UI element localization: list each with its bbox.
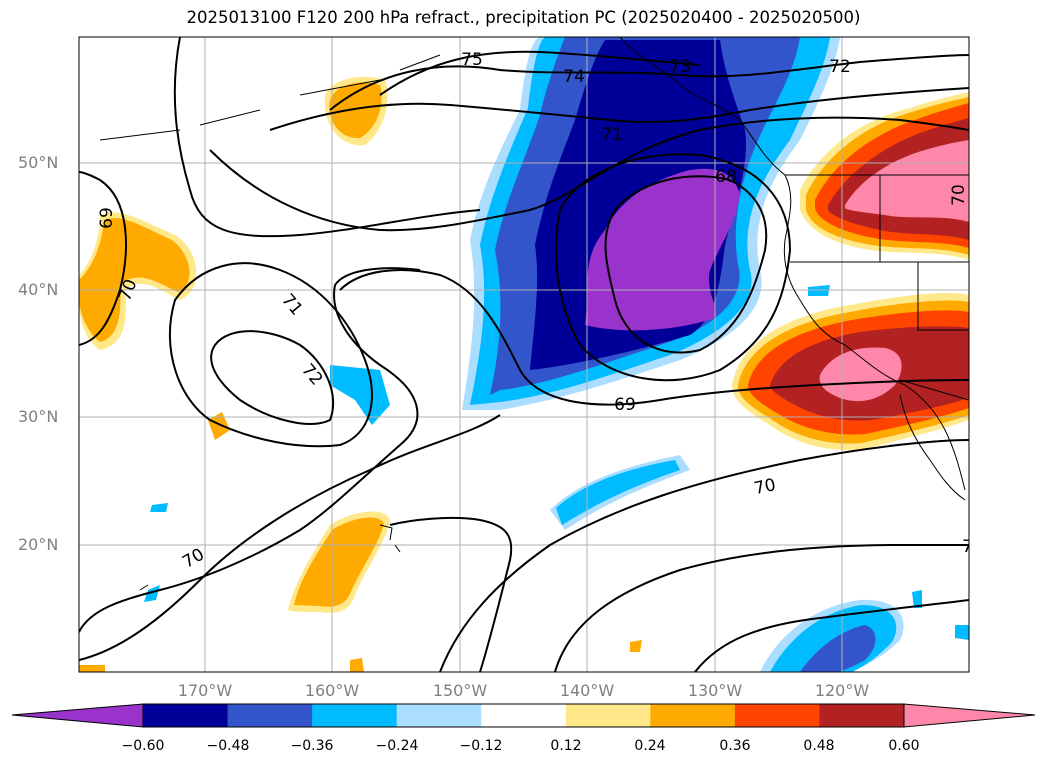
contour-label: 70 <box>949 184 969 206</box>
contour-label: 70 <box>752 475 777 499</box>
colorbar-tick-label: −0.24 <box>375 738 419 754</box>
contour-label: 68 <box>715 167 737 187</box>
lon-label-170w: 170°W <box>177 681 233 700</box>
lat-label-30n: 30°N <box>18 407 59 426</box>
map-title: 2025013100 F120 200 hPa refract., precip… <box>186 8 861 27</box>
contour-label: 74 <box>563 67 585 87</box>
colorbar-tick-label: −0.60 <box>121 738 165 754</box>
lon-label-130w: 130°W <box>687 681 743 700</box>
graticule <box>79 37 969 672</box>
colorbar-tick-label: −0.12 <box>459 738 503 754</box>
contour-label: 73 <box>669 57 691 77</box>
contour-label: 71 <box>962 537 984 557</box>
colorbar-segment <box>819 704 905 727</box>
contour-label: 69 <box>97 207 117 229</box>
colorbar-extension-high <box>904 704 1035 727</box>
lat-label-50n: 50°N <box>18 153 59 172</box>
colorbar-tick-label: −0.36 <box>290 738 334 754</box>
lon-label-160w: 160°W <box>304 681 360 700</box>
lon-label-120w: 120°W <box>814 681 870 700</box>
colorbar-segment <box>734 704 820 727</box>
colorbar-segment <box>565 704 651 727</box>
lat-label-40n: 40°N <box>18 280 59 299</box>
colorbar-tick-label: 0.24 <box>634 738 666 754</box>
colorbar-tick-label: 0.48 <box>803 738 835 754</box>
contour-label: 75 <box>461 50 483 70</box>
refractivity-contours <box>79 37 969 672</box>
lon-label-140w: 140°W <box>559 681 615 700</box>
colorbar-tick-label: 0.36 <box>719 738 751 754</box>
colorbar-tick-label: 0.12 <box>550 738 582 754</box>
colorbar-segment <box>312 704 398 727</box>
colorbar-segment <box>396 704 482 727</box>
colorbar-segment <box>481 704 567 727</box>
contour-label: 71 <box>601 125 623 145</box>
lon-label-150w: 150°W <box>432 681 488 700</box>
colorbar-segment <box>143 704 229 727</box>
colorbar-tick-label: 0.60 <box>888 738 920 754</box>
contour-label: 69 <box>614 395 636 415</box>
colorbar-segment <box>650 704 736 727</box>
contour-label: 72 <box>829 57 851 77</box>
coastlines <box>99 37 969 591</box>
colorbar-tick-label: −0.48 <box>206 738 250 754</box>
colorbar-segment <box>227 704 313 727</box>
lat-label-20n: 20°N <box>18 535 59 554</box>
positive-anomaly-shading <box>79 76 969 672</box>
colorbar-extension-low <box>12 704 143 727</box>
